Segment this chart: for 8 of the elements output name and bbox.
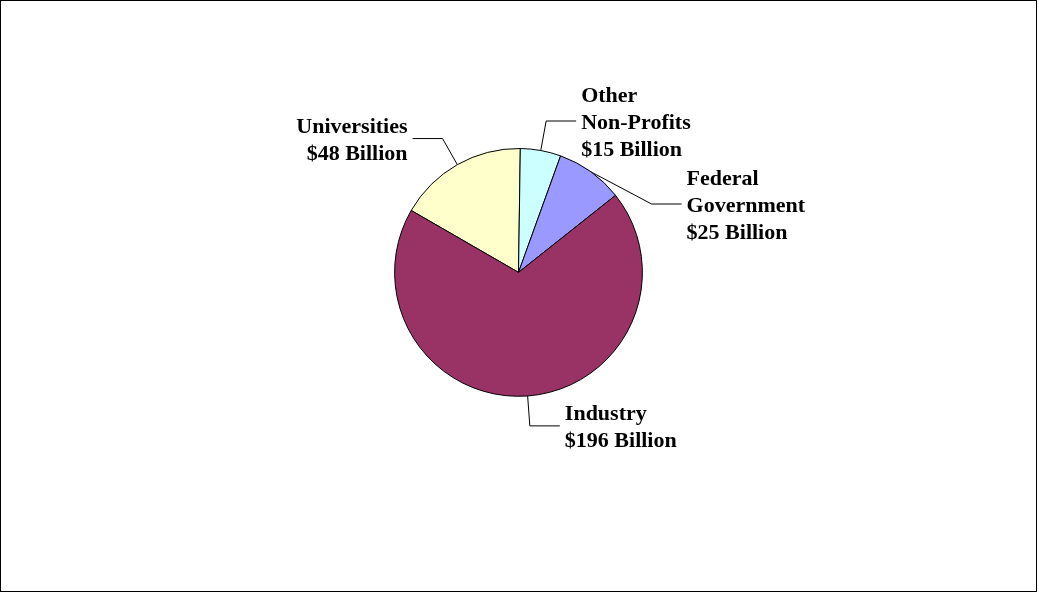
data-label: $196 Billion <box>564 426 677 452</box>
data-label: $48 Billion <box>306 139 408 165</box>
data-label: $15 Billion <box>581 135 683 161</box>
data-label: $25 Billion <box>686 218 788 244</box>
slice-label: Other Non-Profits <box>581 81 692 134</box>
slice-label: Universities <box>296 112 408 138</box>
slice-label: Industry <box>564 399 647 425</box>
slice-label: Federal Government <box>686 164 806 217</box>
